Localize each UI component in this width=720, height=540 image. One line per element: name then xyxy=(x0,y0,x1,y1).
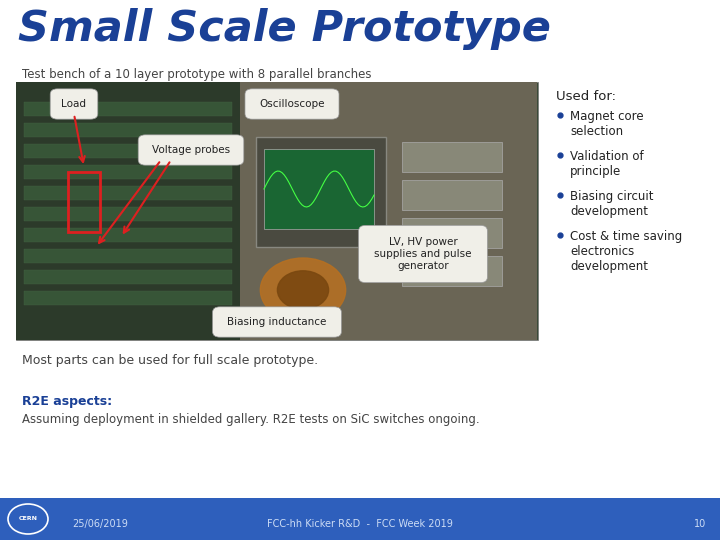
Bar xyxy=(256,137,386,247)
Bar xyxy=(68,172,100,232)
Text: Magnet core
selection: Magnet core selection xyxy=(570,110,644,138)
Text: Load: Load xyxy=(61,99,86,109)
Bar xyxy=(24,207,232,221)
Text: Used for:: Used for: xyxy=(556,90,616,103)
Bar xyxy=(24,123,232,137)
Text: R2E aspects:: R2E aspects: xyxy=(22,395,112,408)
Circle shape xyxy=(277,271,328,309)
Bar xyxy=(402,180,502,210)
Text: Small Scale Prototype: Small Scale Prototype xyxy=(18,8,551,50)
Bar xyxy=(24,270,232,284)
FancyBboxPatch shape xyxy=(50,89,98,119)
Bar xyxy=(24,186,232,200)
Bar xyxy=(240,82,537,340)
Circle shape xyxy=(261,258,346,322)
Bar xyxy=(402,142,502,172)
Bar xyxy=(24,165,232,179)
Bar xyxy=(24,228,232,242)
Text: CERN: CERN xyxy=(19,516,37,522)
Text: FCC-hh Kicker R&D  -  FCC Week 2019: FCC-hh Kicker R&D - FCC Week 2019 xyxy=(267,519,453,529)
Text: Assuming deployment in shielded gallery. R2E tests on SiC switches ongoing.: Assuming deployment in shielded gallery.… xyxy=(22,413,480,426)
Text: LV, HV power
supplies and pulse
generator: LV, HV power supplies and pulse generato… xyxy=(374,238,472,271)
Text: Biasing circuit
development: Biasing circuit development xyxy=(570,190,654,218)
Bar xyxy=(24,144,232,158)
Text: Validation of
principle: Validation of principle xyxy=(570,150,644,178)
FancyBboxPatch shape xyxy=(245,89,339,119)
Text: 10: 10 xyxy=(694,519,706,529)
Bar xyxy=(24,249,232,263)
Text: Most parts can be used for full scale prototype.: Most parts can be used for full scale pr… xyxy=(22,354,318,367)
Bar xyxy=(0,498,720,540)
Bar xyxy=(16,82,538,340)
Bar xyxy=(24,102,232,116)
Bar xyxy=(16,82,240,340)
FancyBboxPatch shape xyxy=(212,307,341,337)
Text: Voltage probes: Voltage probes xyxy=(152,145,230,155)
Bar xyxy=(402,218,502,248)
Text: Cost & time saving
electronics
development: Cost & time saving electronics developme… xyxy=(570,230,683,273)
FancyBboxPatch shape xyxy=(138,135,244,165)
Bar xyxy=(24,291,232,305)
FancyBboxPatch shape xyxy=(359,225,487,282)
Bar xyxy=(402,256,502,286)
Text: Biasing inductance: Biasing inductance xyxy=(228,317,327,327)
Text: Oscilloscope: Oscilloscope xyxy=(259,99,325,109)
Text: Test bench of a 10 layer prototype with 8 parallel branches: Test bench of a 10 layer prototype with … xyxy=(22,68,372,81)
Text: 25/06/2019: 25/06/2019 xyxy=(72,519,128,529)
Bar xyxy=(264,149,374,229)
